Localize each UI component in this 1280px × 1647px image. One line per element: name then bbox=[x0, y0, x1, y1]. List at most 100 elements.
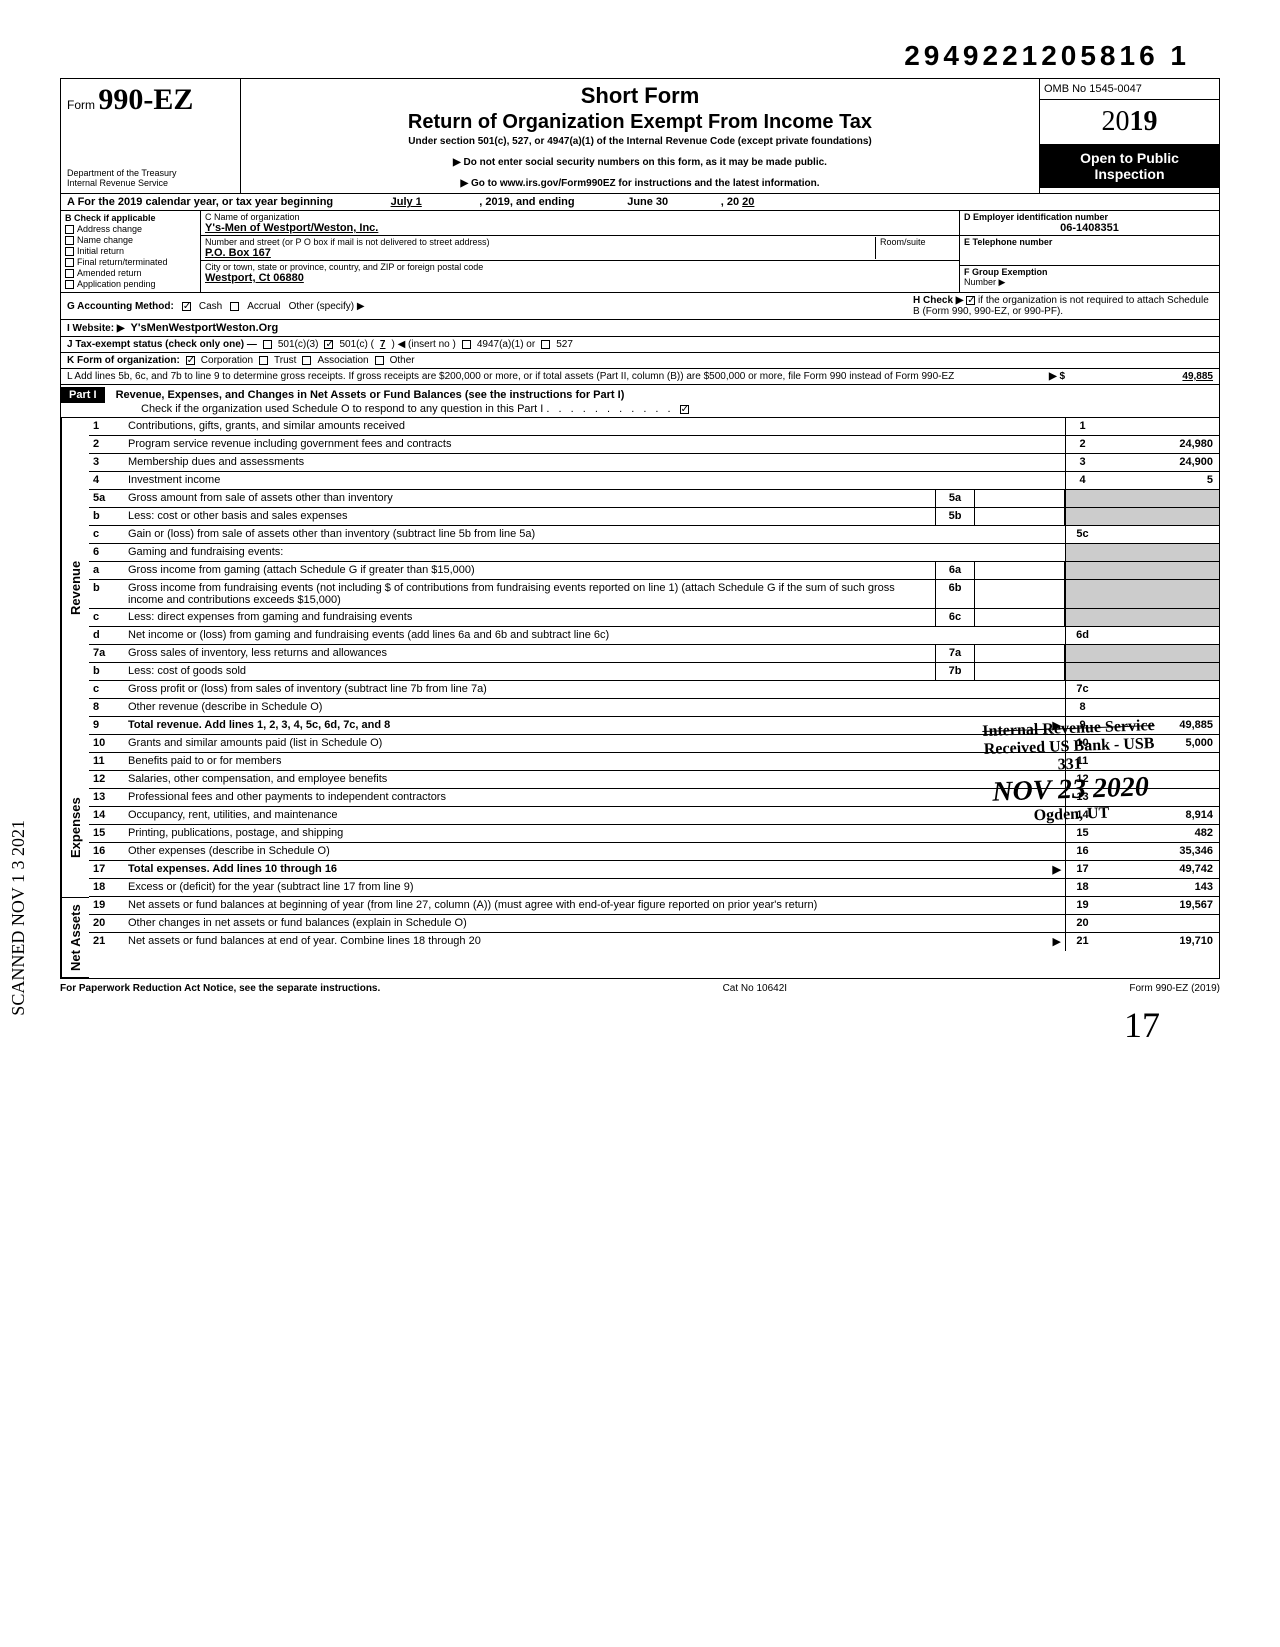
accounting-label: G Accounting Method: bbox=[67, 301, 174, 312]
other-org-checkbox[interactable] bbox=[375, 356, 384, 365]
line-number: 18 bbox=[89, 879, 124, 896]
line-rnum: 15 bbox=[1065, 825, 1099, 842]
netassets-side-label: Net Assets bbox=[61, 898, 89, 978]
checkbox[interactable] bbox=[65, 225, 74, 234]
checkbox[interactable] bbox=[65, 280, 74, 289]
schedule-b-checkbox[interactable] bbox=[966, 296, 975, 305]
line-row: 16Other expenses (describe in Schedule O… bbox=[89, 843, 1219, 861]
website-value: Y'sMenWestportWeston.Org bbox=[131, 322, 279, 334]
line-desc: Net income or (loss) from gaming and fun… bbox=[124, 627, 1065, 644]
line-rnum-shaded bbox=[1065, 562, 1099, 579]
line-number: 8 bbox=[89, 699, 124, 716]
accrual-checkbox[interactable] bbox=[230, 302, 239, 311]
line-rnum: 2 bbox=[1065, 436, 1099, 453]
line-row: 18Excess or (deficit) for the year (subt… bbox=[89, 879, 1219, 897]
check-item: Amended return bbox=[65, 268, 196, 278]
group-exempt-label: F Group Exemption bbox=[964, 267, 1215, 277]
line-desc: Investment income bbox=[124, 472, 1065, 489]
line-rval: 143 bbox=[1099, 879, 1219, 896]
group-exempt-num-label: Number ▶ bbox=[964, 277, 1215, 288]
line-desc: Other expenses (describe in Schedule O) bbox=[124, 843, 1065, 860]
line-rval bbox=[1099, 627, 1219, 644]
checkbox[interactable] bbox=[65, 258, 74, 267]
header-right: OMB No 1545-0047 2019 Open to Public Ins… bbox=[1039, 79, 1219, 193]
form-prefix: Form bbox=[67, 98, 95, 112]
part-1-label: Part I bbox=[61, 387, 105, 403]
year-prefix: 20 bbox=[1102, 106, 1130, 137]
schedule-o-checkbox[interactable] bbox=[680, 405, 689, 414]
cash-checkbox[interactable] bbox=[182, 302, 191, 311]
501c3-checkbox[interactable] bbox=[263, 340, 272, 349]
line-row: 5aGross amount from sale of assets other… bbox=[89, 490, 1219, 508]
line-row: 3Membership dues and assessments324,900 bbox=[89, 454, 1219, 472]
room-suite-label: Room/suite bbox=[875, 237, 955, 259]
line-row: 15Printing, publications, postage, and s… bbox=[89, 825, 1219, 843]
cash-label: Cash bbox=[199, 301, 222, 312]
line-desc: Less: direct expenses from gaming and fu… bbox=[124, 609, 935, 626]
section-b: B Check if applicable Address changeName… bbox=[61, 211, 201, 292]
line-desc: Occupancy, rent, utilities, and maintena… bbox=[124, 807, 1065, 824]
line-number: 19 bbox=[89, 897, 124, 914]
line-rnum: 16 bbox=[1065, 843, 1099, 860]
corp-checkbox[interactable] bbox=[186, 356, 195, 365]
line-rval: 5 bbox=[1099, 472, 1219, 489]
irs-received-stamp: Internal Revenue Service Received US Ban… bbox=[948, 716, 1191, 828]
section-i: I Website: ▶ Y'sMenWestportWeston.Org bbox=[60, 320, 1220, 337]
line-desc: Total revenue. Add lines 1, 2, 3, 4, 5c,… bbox=[124, 717, 1065, 734]
line-rval: 24,900 bbox=[1099, 454, 1219, 471]
org-address: P.O. Box 167 bbox=[205, 247, 875, 259]
org-name: Y's-Men of Westport/Weston, Inc. bbox=[205, 222, 955, 234]
4947-checkbox[interactable] bbox=[462, 340, 471, 349]
line-rnum: 20 bbox=[1065, 915, 1099, 932]
line-rnum: 7c bbox=[1065, 681, 1099, 698]
org-name-label: C Name of organization bbox=[205, 212, 955, 222]
form-subtitle: Under section 501(c), 527, or 4947(a)(1)… bbox=[249, 136, 1031, 147]
dept-line2: Internal Revenue Service bbox=[67, 179, 234, 189]
line-number: c bbox=[89, 681, 124, 698]
line-rnum-shaded bbox=[1065, 609, 1099, 626]
tax-year-end-yr: 20 bbox=[742, 196, 754, 208]
checkbox[interactable] bbox=[65, 236, 74, 245]
line-rnum-shaded bbox=[1065, 544, 1099, 561]
line-desc: Contributions, gifts, grants, and simila… bbox=[124, 418, 1065, 435]
j-label: J Tax-exempt status (check only one) — bbox=[67, 339, 257, 350]
part-1-title: Revenue, Expenses, and Changes in Net As… bbox=[108, 389, 625, 401]
line-desc: Total expenses. Add lines 10 through 16 … bbox=[124, 861, 1065, 878]
phone-label: E Telephone number bbox=[964, 237, 1215, 247]
line-rval bbox=[1099, 526, 1219, 543]
line-desc: Program service revenue including govern… bbox=[124, 436, 1065, 453]
note-instructions: Go to www.irs.gov/Form990EZ for instruct… bbox=[249, 178, 1031, 189]
checkbox[interactable] bbox=[65, 269, 74, 278]
line-rval-shaded bbox=[1099, 508, 1219, 525]
501c-post: ) ◀ (insert no ) bbox=[391, 339, 455, 350]
assoc-checkbox[interactable] bbox=[302, 356, 311, 365]
line-rnum: 5c bbox=[1065, 526, 1099, 543]
line-number: c bbox=[89, 526, 124, 543]
line-row: 20Other changes in net assets or fund ba… bbox=[89, 915, 1219, 933]
line-row: 1Contributions, gifts, grants, and simil… bbox=[89, 418, 1219, 436]
501c-checkbox[interactable] bbox=[324, 340, 333, 349]
ein-value: 06-1408351 bbox=[964, 222, 1215, 234]
form-title: Return of Organization Exempt From Incom… bbox=[249, 111, 1031, 134]
section-def: D Employer identification number 06-1408… bbox=[959, 211, 1219, 292]
line-number: c bbox=[89, 609, 124, 626]
line-desc: Gross income from fundraising events (no… bbox=[124, 580, 935, 608]
line-row: 21Net assets or fund balances at end of … bbox=[89, 933, 1219, 951]
line-desc: Benefits paid to or for members bbox=[124, 753, 1065, 770]
line-desc: Grants and similar amounts paid (list in… bbox=[124, 735, 1065, 752]
line-rval: 19,710 bbox=[1099, 933, 1219, 951]
line-desc: Other changes in net assets or fund bala… bbox=[124, 915, 1065, 932]
line-row: cGain or (loss) from sale of assets othe… bbox=[89, 526, 1219, 544]
line-rnum: 6d bbox=[1065, 627, 1099, 644]
open-line1: Open to Public bbox=[1044, 150, 1215, 166]
trust-checkbox[interactable] bbox=[259, 356, 268, 365]
year-suffix: 19 bbox=[1130, 106, 1158, 137]
checkbox[interactable] bbox=[65, 247, 74, 256]
line-number: 13 bbox=[89, 789, 124, 806]
short-form-label: Short Form bbox=[249, 83, 1031, 109]
mid-line-val bbox=[975, 609, 1065, 626]
assoc-label: Association bbox=[317, 355, 368, 366]
527-checkbox[interactable] bbox=[541, 340, 550, 349]
line-rnum: 21 bbox=[1065, 933, 1099, 951]
city-label: City or town, state or province, country… bbox=[205, 262, 955, 272]
